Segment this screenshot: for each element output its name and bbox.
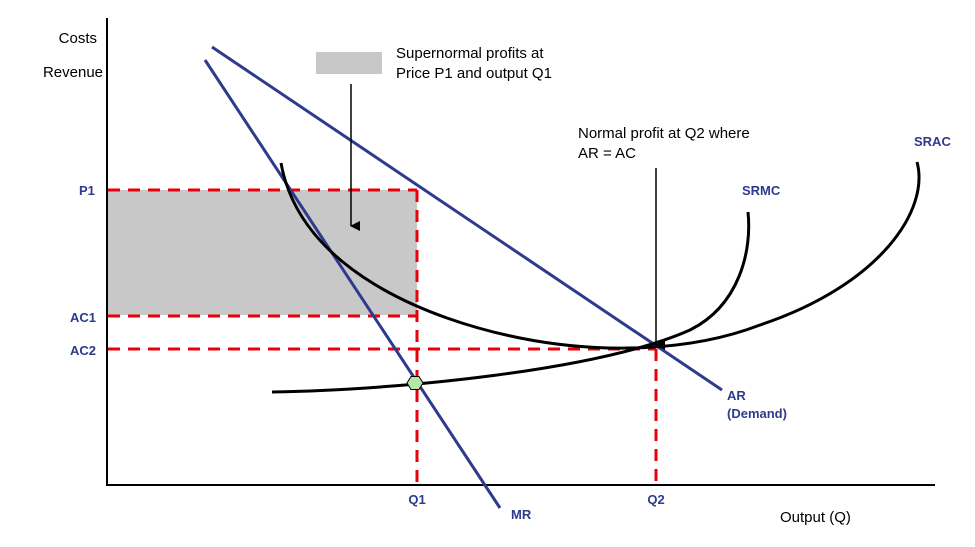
mr-label: MR: [511, 507, 532, 522]
y-axis-title-costs: Costs: [59, 30, 97, 47]
normal-profit-note-line2: AR = AC: [578, 145, 636, 162]
legend-text-line2: Price P1 and output Q1: [396, 65, 552, 82]
x-tick-q1: Q1: [408, 492, 425, 507]
legend-text-line1: Supernormal profits at: [396, 45, 544, 62]
supernormal-profit-area: [108, 190, 417, 315]
srac-curve: [279, 161, 921, 350]
mr-line: [203, 59, 502, 509]
ar-demand-line: [211, 45, 723, 392]
srmc-label: SRMC: [742, 183, 781, 198]
y-axis-title-revenue: Revenue: [43, 64, 103, 81]
legend-swatch: [316, 52, 382, 74]
srmc-curve: [271, 211, 751, 394]
x-tick-q2: Q2: [647, 492, 664, 507]
srac-label: SRAC: [914, 134, 951, 149]
y-tick-ac2: AC2: [70, 343, 96, 358]
demand-label: (Demand): [727, 406, 787, 421]
ar-label: AR: [727, 388, 746, 403]
guide-lines: [108, 188, 658, 485]
normal-profit-note-line1: Normal profit at Q2 where: [578, 125, 750, 142]
mr-mc-intersection-marker: [406, 376, 424, 390]
y-tick-p1: P1: [79, 183, 95, 198]
x-axis-title: Output (Q): [780, 509, 851, 526]
y-tick-ac1: AC1: [70, 310, 96, 325]
